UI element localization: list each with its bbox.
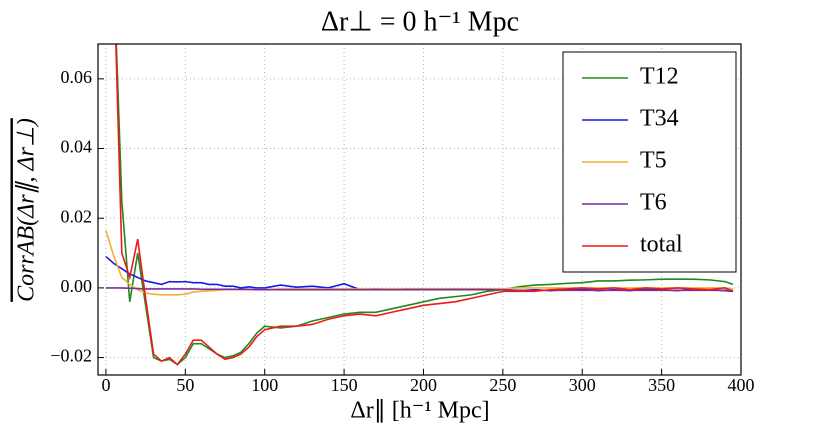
legend-label: T6	[640, 190, 667, 216]
y-tick-label: 0.04	[61, 137, 93, 157]
plot-frame	[97, 43, 742, 376]
y-tick-label: 0.06	[61, 67, 93, 87]
legend-label: T5	[640, 148, 667, 174]
series-line	[115, 44, 734, 366]
x-tick-label: 150	[331, 375, 358, 395]
x-tick-label: 0	[101, 375, 110, 395]
legend-label: T34	[640, 106, 679, 132]
plot-lines	[105, 44, 734, 366]
x-tick-label: 300	[569, 375, 596, 395]
x-tick-label: 50	[176, 375, 194, 395]
x-tick-label: 100	[251, 375, 278, 395]
x-tick-label: 200	[410, 375, 437, 395]
legend-label: T12	[640, 64, 679, 90]
legend-label: total	[640, 232, 683, 258]
x-tick-label: 250	[489, 375, 516, 395]
x-axis-label: Δr∥ [h⁻¹ Mpc]	[350, 398, 489, 424]
series-line	[105, 287, 734, 292]
y-tick-label: 0.02	[61, 206, 93, 226]
y-tick-label: −0.02	[50, 346, 92, 366]
chart-title: Δr⊥ = 0 h⁻¹ Mpc	[321, 6, 519, 37]
x-tick-label: 400	[728, 375, 755, 395]
y-tick-label: 0.00	[61, 276, 93, 296]
x-tick-label: 350	[648, 375, 675, 395]
y-axis-label: CorrAB(Δr∥, Δr⊥)	[14, 118, 40, 302]
